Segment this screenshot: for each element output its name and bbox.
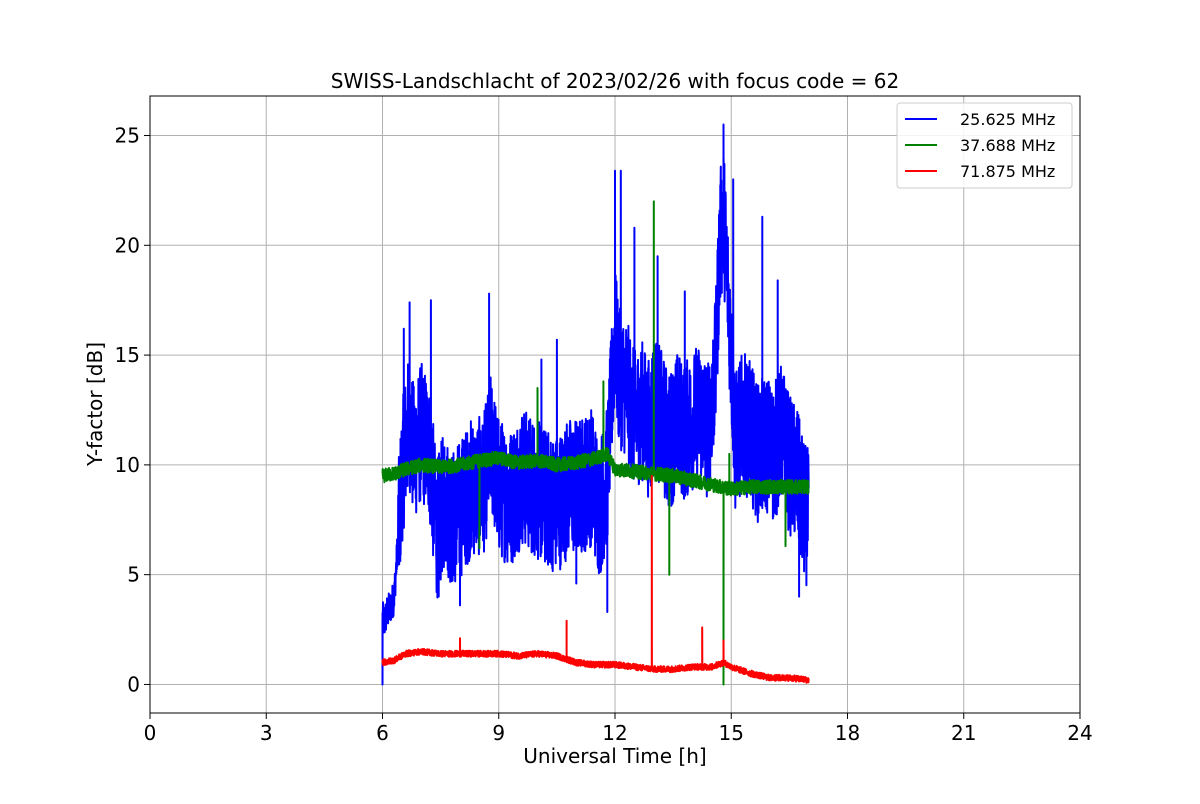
series-layer: [381, 123, 810, 686]
x-tick-label: 0: [144, 721, 157, 745]
chart-title: SWISS-Landschlacht of 2023/02/26 with fo…: [331, 69, 899, 93]
legend-label: 25.625 MHz: [960, 110, 1055, 129]
x-tick-label: 9: [492, 721, 505, 745]
y-tick-label: 20: [115, 233, 140, 257]
y-tick-label: 5: [127, 563, 140, 587]
series-line: [381, 474, 810, 684]
x-tick-label: 21: [951, 721, 976, 745]
ticks-layer: 0 3 6 9 12 15 18 21 24 0 5 10 15 20 25: [115, 124, 1093, 745]
y-tick-label: 0: [127, 672, 140, 696]
x-tick-label: 12: [602, 721, 627, 745]
y-axis-label: Y-factor [dB]: [83, 342, 107, 467]
x-tick-label: 3: [260, 721, 273, 745]
legend: 25.625 MHz 37.688 MHz 71.875 MHz: [896, 102, 1073, 189]
x-tick-label: 6: [376, 721, 389, 745]
y-tick-label: 15: [115, 343, 140, 367]
x-tick-label: 18: [835, 721, 860, 745]
x-tick-label: 15: [719, 721, 744, 745]
legend-frame: [896, 102, 1073, 189]
legend-label: 37.688 MHz: [960, 136, 1055, 155]
x-axis-label: Universal Time [h]: [523, 744, 706, 768]
y-tick-label: 25: [115, 124, 140, 148]
legend-label: 71.875 MHz: [960, 162, 1055, 181]
series-line: [381, 200, 810, 686]
y-tick-label: 10: [115, 453, 140, 477]
x-tick-label: 24: [1067, 721, 1092, 745]
